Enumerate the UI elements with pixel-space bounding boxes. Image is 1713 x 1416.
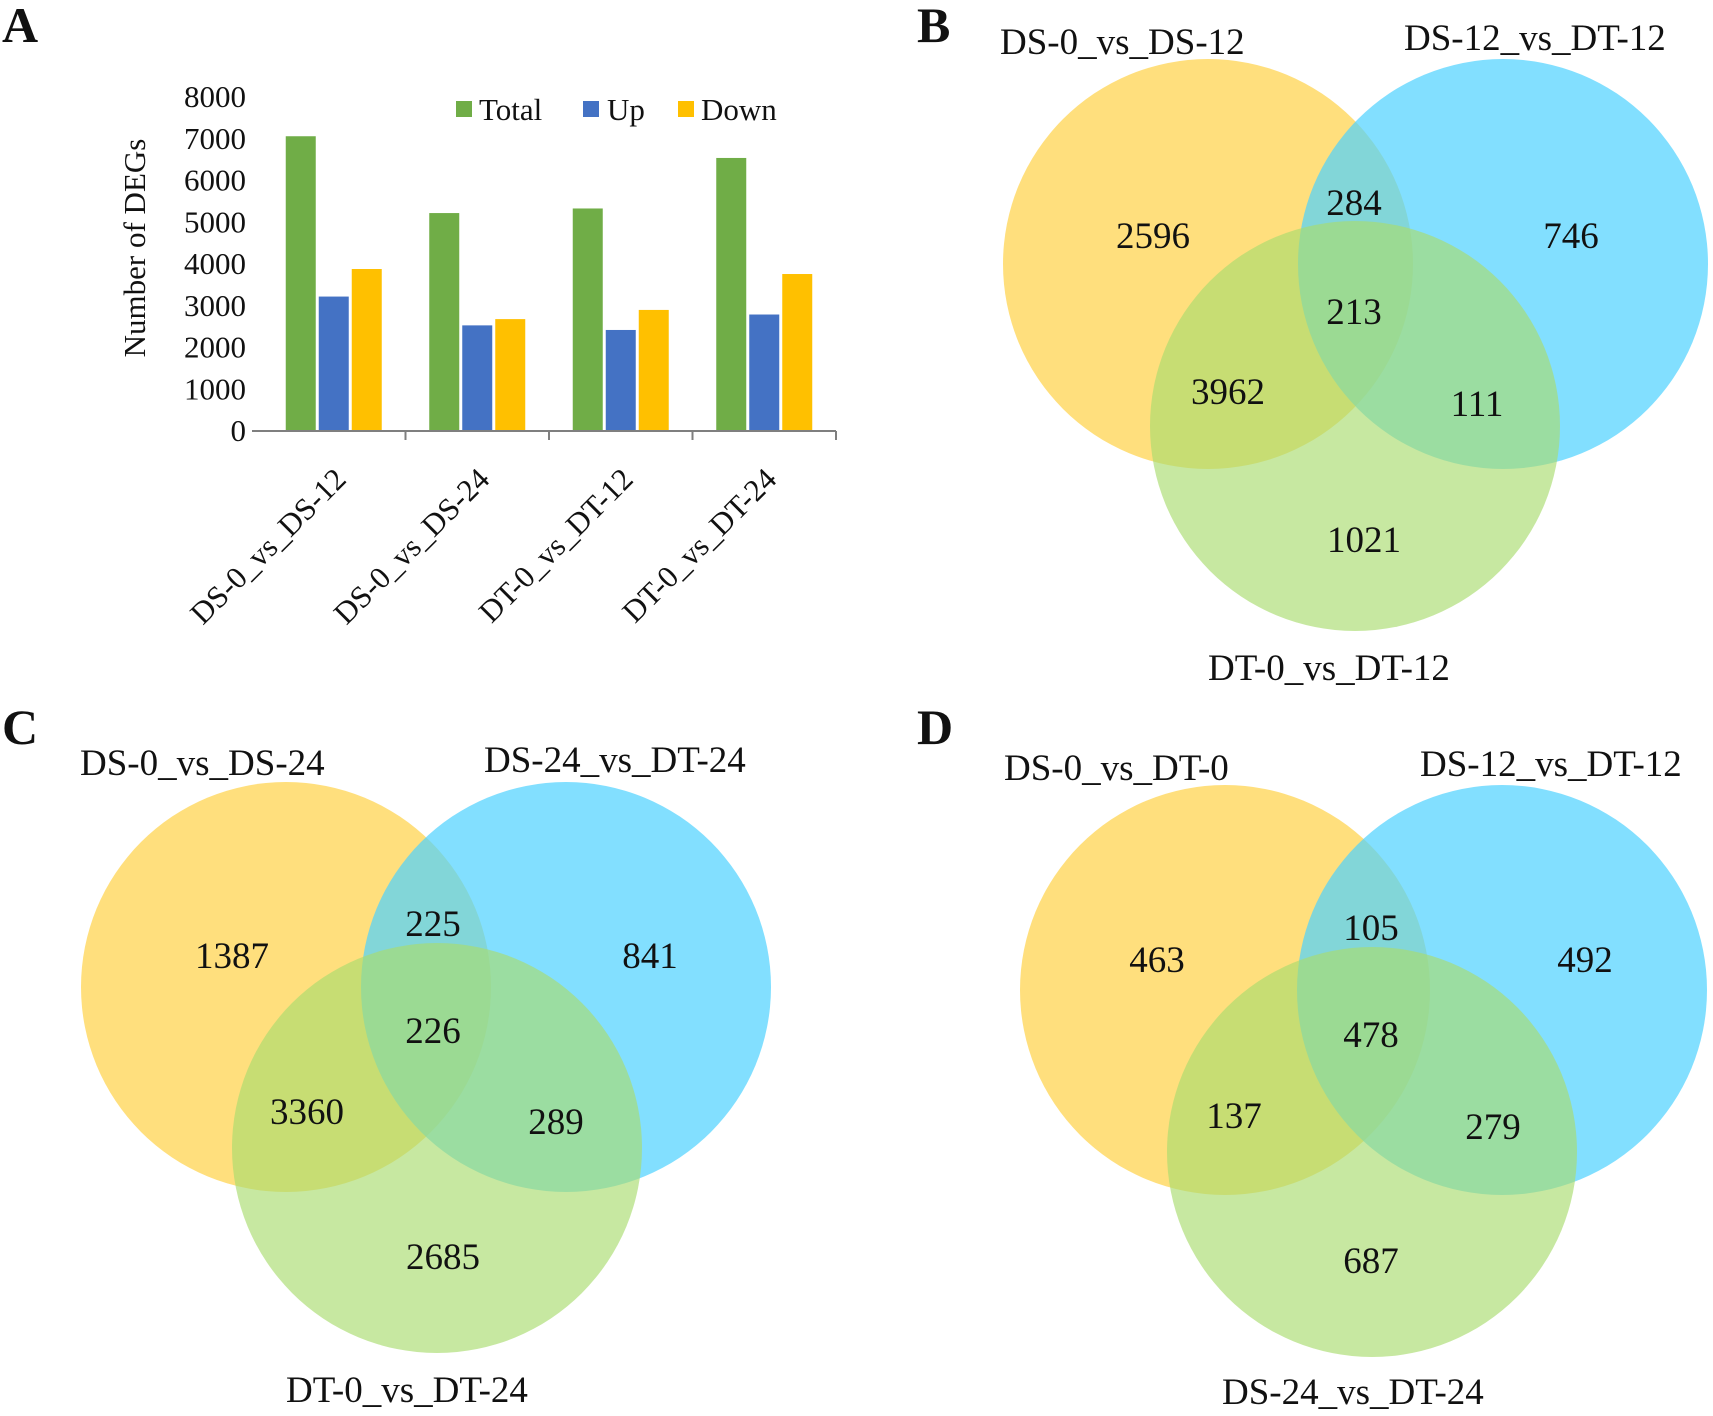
legend-label-total: Total <box>479 92 542 127</box>
venn-diagram-d: DS-0_vs_DT-0 DS-12_vs_DT-12 DS-24_vs_DT-… <box>1004 744 1707 1413</box>
venn-d-region-abc: 478 <box>1343 1015 1399 1056</box>
legend-swatch-total <box>456 101 472 117</box>
y-tick-label: 3000 <box>184 288 246 323</box>
venn-c-region-abc: 226 <box>405 1011 461 1052</box>
venn-b-set-label-3: DT-0_vs_DT-12 <box>1208 648 1450 689</box>
legend: Total Up Down <box>456 92 777 127</box>
venn-d-region-bc: 279 <box>1465 1107 1521 1148</box>
panel-letter-d: D <box>917 699 953 755</box>
legend-label-up: Up <box>607 92 645 127</box>
venn-b-region-c: 1021 <box>1327 520 1401 561</box>
venn-b-set-label-2: DS-12_vs_DT-12 <box>1404 18 1666 59</box>
venn-c-region-bc: 289 <box>528 1102 584 1143</box>
venn-c-region-ab: 225 <box>405 904 461 945</box>
venn-c-circle-3 <box>232 943 642 1353</box>
y-tick-label: 1000 <box>184 371 246 406</box>
venn-d-region-a: 463 <box>1129 940 1185 981</box>
x-axis-categories: DS-0_vs_DS-12DS-0_vs_DS-24DT-0_vs_DT-12D… <box>183 431 837 631</box>
venn-diagram-b: DS-0_vs_DS-12 DS-12_vs_DT-12 DT-0_vs_DT-… <box>1000 18 1708 689</box>
venn-c-set-label-2: DS-24_vs_DT-24 <box>484 740 746 781</box>
venn-c-region-ac: 3360 <box>270 1092 344 1133</box>
venn-diagram-c: DS-0_vs_DS-24 DS-24_vs_DT-24 DT-0_vs_DT-… <box>80 740 771 1411</box>
bar-down-1 <box>351 269 382 431</box>
venn-b-circle-3 <box>1150 221 1560 631</box>
x-category-label: DT-0_vs_DT-24 <box>615 461 783 629</box>
venn-b-region-b: 746 <box>1543 216 1599 257</box>
venn-d-region-ac: 137 <box>1206 1096 1262 1137</box>
venn-d-set-label-2: DS-12_vs_DT-12 <box>1420 744 1682 785</box>
y-axis-label: Number of DEGs <box>117 139 152 358</box>
venn-c-set-label-3: DT-0_vs_DT-24 <box>286 1370 528 1411</box>
venn-d-region-ab: 105 <box>1343 908 1399 949</box>
venn-b-region-bc: 111 <box>1451 384 1504 425</box>
venn-d-set-label-3: DS-24_vs_DT-24 <box>1222 1372 1484 1413</box>
venn-d-region-b: 492 <box>1557 940 1613 981</box>
bar-chart-a: Number of DEGs 0 1000 2000 3000 4000 5000 6000… <box>117 79 837 631</box>
legend-label-down: Down <box>701 92 777 127</box>
y-tick-label: 4000 <box>184 246 246 281</box>
venn-b-region-ab: 284 <box>1326 183 1382 224</box>
venn-b-region-a: 2596 <box>1116 216 1190 257</box>
legend-swatch-up <box>583 101 599 117</box>
venn-c-region-c: 2685 <box>406 1237 480 1278</box>
panel-letter-b: B <box>917 0 950 53</box>
y-tick-label: 0 <box>231 413 247 448</box>
bar-total-4 <box>716 157 747 431</box>
y-tick-label: 6000 <box>184 163 246 198</box>
y-axis-ticks: 0 1000 2000 3000 4000 5000 6000 7000 8000 <box>184 79 246 448</box>
venn-c-set-label-1: DS-0_vs_DS-24 <box>80 743 325 784</box>
bar-down-4 <box>782 274 813 431</box>
bar-down-3 <box>638 309 669 431</box>
bar-total-1 <box>285 136 316 431</box>
y-tick-label: 5000 <box>184 204 246 239</box>
y-tick-label: 7000 <box>184 121 246 156</box>
y-tick-label: 8000 <box>184 79 246 114</box>
bars <box>285 136 813 431</box>
venn-c-region-b: 841 <box>622 936 678 977</box>
bar-up-2 <box>462 325 493 431</box>
legend-swatch-down <box>678 101 694 117</box>
panel-letter-c: C <box>2 699 38 755</box>
bar-up-1 <box>318 296 349 431</box>
venn-b-set-label-1: DS-0_vs_DS-12 <box>1000 22 1245 63</box>
venn-d-circle-3 <box>1167 947 1577 1357</box>
bar-up-4 <box>749 314 780 431</box>
venn-d-set-label-1: DS-0_vs_DT-0 <box>1004 748 1229 789</box>
venn-b-region-ac: 3962 <box>1191 372 1265 413</box>
bar-up-3 <box>605 329 636 431</box>
bar-total-3 <box>572 208 603 431</box>
bar-total-2 <box>429 213 460 431</box>
y-tick-label: 2000 <box>184 330 246 365</box>
panel-letter-a: A <box>2 0 38 53</box>
venn-d-region-c: 687 <box>1343 1241 1399 1282</box>
venn-c-region-a: 1387 <box>195 936 269 977</box>
venn-b-region-abc: 213 <box>1326 292 1382 333</box>
bar-down-2 <box>495 319 526 431</box>
